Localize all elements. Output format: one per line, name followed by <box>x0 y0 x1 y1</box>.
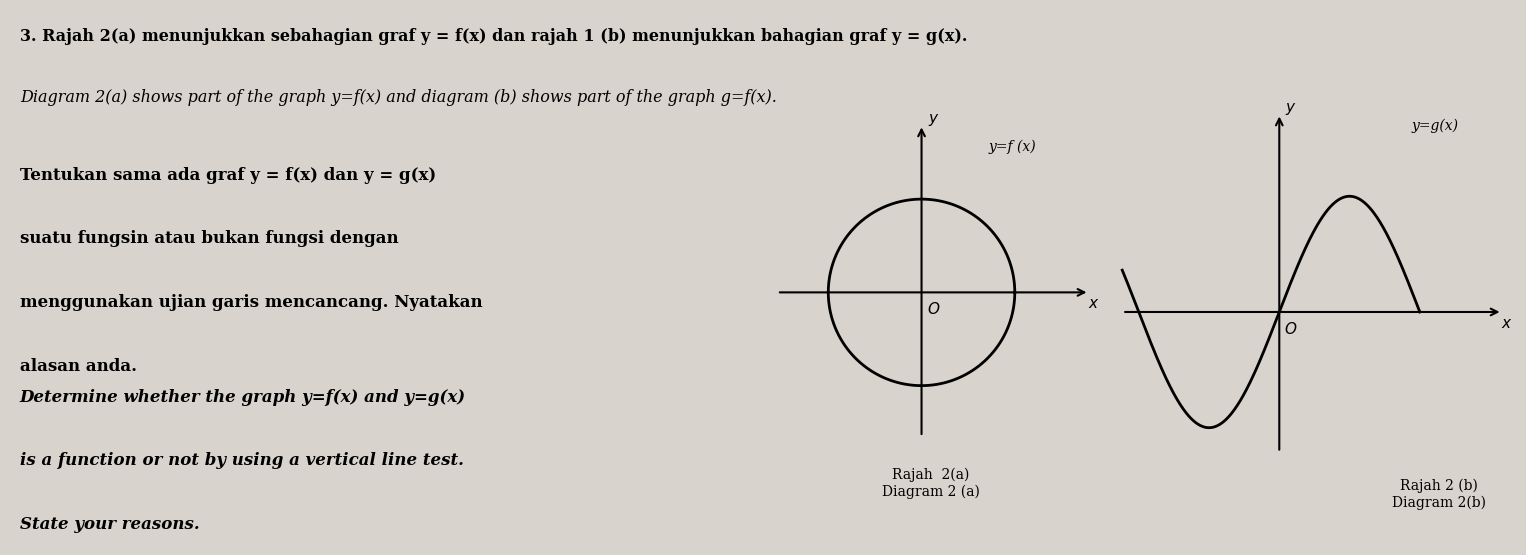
Text: $x$: $x$ <box>1088 296 1100 311</box>
Text: $y$: $y$ <box>1285 102 1297 118</box>
Text: $y$: $y$ <box>928 112 940 128</box>
Text: $O$: $O$ <box>926 301 940 317</box>
Text: alasan anda.: alasan anda. <box>20 358 137 375</box>
Text: y=g(x): y=g(x) <box>1412 119 1459 133</box>
Text: State your reasons.: State your reasons. <box>20 516 200 533</box>
Text: Determine whether the graph y=f(x) and y=g(x): Determine whether the graph y=f(x) and y… <box>20 388 465 406</box>
Text: $x$: $x$ <box>1502 317 1512 331</box>
Text: menggunakan ujian garis mencancang. Nyatakan: menggunakan ujian garis mencancang. Nyat… <box>20 294 482 311</box>
Text: Tentukan sama ada graf y = f(x) dan y = g(x): Tentukan sama ada graf y = f(x) dan y = … <box>20 166 436 184</box>
Text: suatu fungsin atau bukan fungsi dengan: suatu fungsin atau bukan fungsi dengan <box>20 230 398 248</box>
Text: Diagram 2(a) shows part of the graph y=f(x) and diagram (b) shows part of the gr: Diagram 2(a) shows part of the graph y=f… <box>20 89 777 106</box>
Text: y=f (x): y=f (x) <box>989 139 1036 154</box>
Text: Rajah 2 (b)
Diagram 2(b): Rajah 2 (b) Diagram 2(b) <box>1392 478 1486 509</box>
Text: Rajah  2(a)
Diagram 2 (a): Rajah 2(a) Diagram 2 (a) <box>882 468 980 499</box>
Text: $O$: $O$ <box>1285 320 1297 336</box>
Text: is a function or not by using a vertical line test.: is a function or not by using a vertical… <box>20 452 464 470</box>
Text: 3. Rajah 2(a) menunjukkan sebahagian graf y = f(x) dan rajah 1 (b) menunjukkan b: 3. Rajah 2(a) menunjukkan sebahagian gra… <box>20 28 967 45</box>
